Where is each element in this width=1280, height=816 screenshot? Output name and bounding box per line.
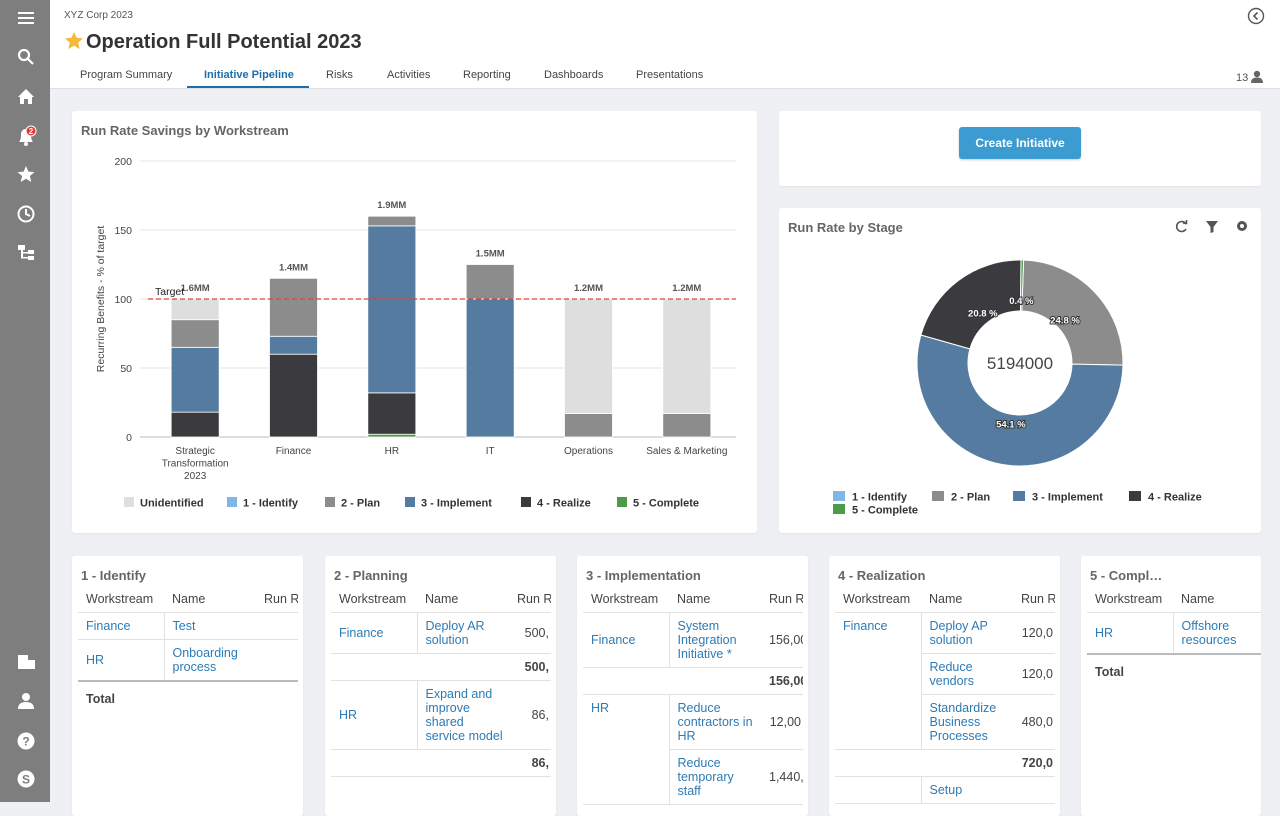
legend-label: 1 - Identify — [852, 492, 908, 504]
bar-total-label: 1.5MM — [476, 249, 505, 260]
bar-segment — [565, 414, 613, 437]
bar-total-label: 1.6MM — [181, 283, 210, 294]
legend-swatch — [521, 497, 531, 507]
bar-segment — [565, 299, 613, 414]
bar-segment — [270, 336, 318, 354]
legend-label: 2 - Plan — [951, 492, 990, 504]
bar-segment — [368, 216, 416, 226]
legend-swatch — [833, 491, 845, 501]
bar-segment — [171, 320, 219, 348]
slice-label: 0.4 % — [1009, 296, 1034, 307]
legend-label: 3 - Implement — [421, 498, 492, 510]
legend-label: 5 - Complete — [633, 498, 699, 510]
y-axis-title: Recurring Benefits - % of target — [95, 226, 107, 373]
legend-label: 2 - Plan — [341, 498, 380, 510]
legend-swatch — [405, 497, 415, 507]
slice-label: 20.8 % — [968, 308, 998, 319]
bar-segment — [368, 226, 416, 393]
y-tick-label: 200 — [114, 156, 132, 168]
legend-label: 3 - Implement — [1032, 492, 1103, 504]
y-tick-label: 50 — [120, 363, 132, 375]
legend-swatch — [833, 504, 845, 514]
bar-segment — [368, 434, 416, 437]
bar-segment — [368, 393, 416, 434]
bar-segment — [466, 265, 514, 300]
y-tick-label: 150 — [114, 225, 132, 237]
legend-label: Unidentified — [140, 498, 204, 510]
slice-label: 54.1 % — [996, 419, 1026, 430]
bar-total-label: 1.2MM — [672, 283, 701, 294]
x-tick-label: HR — [385, 446, 399, 457]
bar-segment — [171, 412, 219, 437]
bar-segment — [270, 278, 318, 336]
donut-center-label: 5194000 — [987, 354, 1053, 373]
x-tick-label: Sales & Marketing — [646, 446, 727, 457]
legend-swatch — [325, 497, 335, 507]
donut-slice — [921, 260, 1021, 349]
y-tick-label: 100 — [114, 294, 132, 306]
legend-swatch — [617, 497, 627, 507]
x-tick-label: StrategicTransformation2023 — [162, 446, 229, 482]
legend-swatch — [1013, 491, 1025, 501]
bar-segment — [466, 299, 514, 437]
bar-segment — [171, 347, 219, 412]
x-tick-label: IT — [486, 446, 495, 457]
legend-label: 4 - Realize — [1148, 492, 1202, 504]
target-label: Target — [155, 286, 184, 298]
bar-segment — [663, 299, 711, 414]
legend-swatch — [124, 497, 134, 507]
legend-swatch — [227, 497, 237, 507]
slice-label: 24.8 % — [1050, 315, 1080, 326]
bar-segment — [270, 354, 318, 437]
donut-slice — [1022, 260, 1123, 365]
legend-swatch — [932, 491, 944, 501]
bar-segment — [171, 299, 219, 320]
legend-swatch — [1129, 491, 1141, 501]
bar-total-label: 1.2MM — [574, 283, 603, 294]
x-tick-label: Operations — [564, 446, 613, 457]
legend-label: 4 - Realize — [537, 498, 591, 510]
legend-label: 5 - Complete — [852, 505, 918, 517]
bar-segment — [663, 414, 711, 437]
legend-label: 1 - Identify — [243, 498, 299, 510]
bar-total-label: 1.4MM — [279, 262, 308, 273]
x-tick-label: Finance — [276, 446, 312, 457]
y-tick-label: 0 — [126, 432, 132, 444]
bar-total-label: 1.9MM — [377, 200, 406, 211]
